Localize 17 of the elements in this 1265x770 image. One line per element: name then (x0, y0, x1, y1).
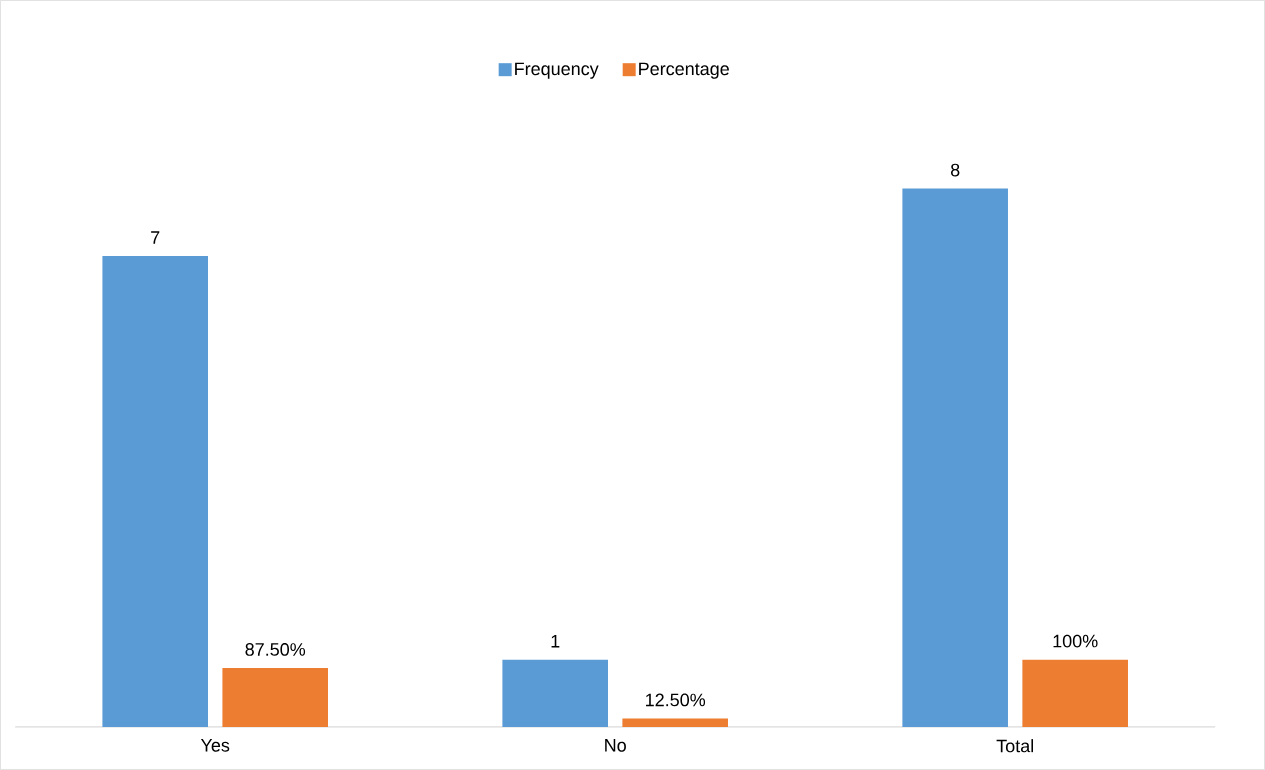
data-label: 12.50% (646, 693, 706, 707)
bar (622, 718, 728, 727)
data-label: 8 (950, 163, 960, 177)
bar (902, 188, 1008, 727)
data-label: 7 (151, 231, 160, 244)
x-tick-label: Total (996, 739, 1034, 753)
x-tick-label: No (605, 739, 626, 752)
bar (502, 659, 608, 727)
bar (222, 668, 328, 727)
x-tick-label: Yes (200, 739, 230, 752)
data-label: 1 (551, 635, 560, 648)
legend-label: Percentage (639, 62, 729, 79)
bar (102, 255, 208, 727)
bar (1022, 659, 1128, 727)
legend-label: Frequency (515, 62, 599, 79)
data-label: 87.50% (245, 643, 306, 656)
data-label: 100% (1053, 634, 1098, 648)
